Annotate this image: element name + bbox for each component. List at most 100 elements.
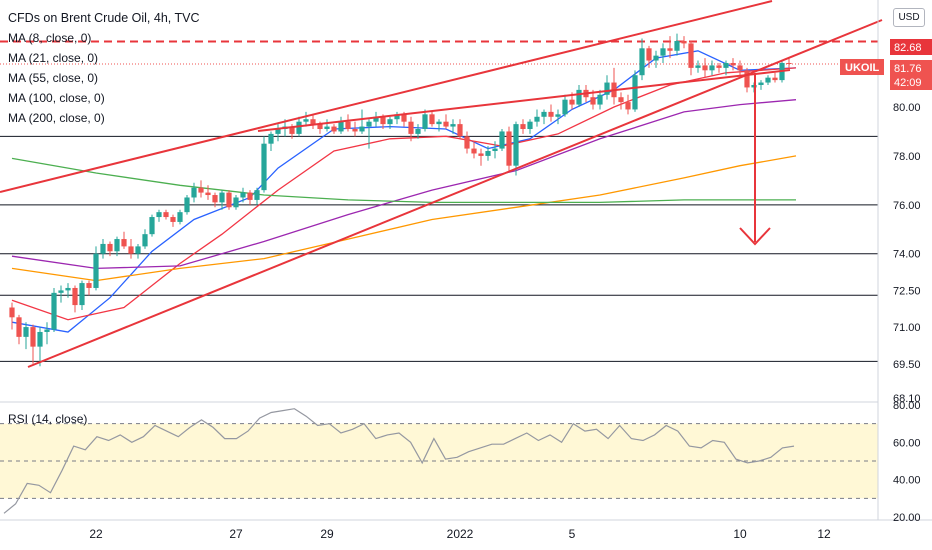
candle-body[interactable] <box>541 111 547 117</box>
candle-body[interactable] <box>772 77 778 81</box>
candle-body[interactable] <box>135 246 141 254</box>
candle-body[interactable] <box>534 116 540 122</box>
currency-button[interactable]: USD <box>893 8 925 27</box>
candle-body[interactable] <box>254 190 260 200</box>
candle-body[interactable] <box>674 40 680 51</box>
ma100-line[interactable] <box>11 155 797 282</box>
candle-body[interactable] <box>758 82 764 85</box>
candle-body[interactable] <box>723 62 729 68</box>
rsi-legend[interactable]: RSI (14, close) <box>8 412 88 426</box>
candle-body[interactable] <box>226 192 232 208</box>
candle-body[interactable] <box>457 124 463 137</box>
candle-body[interactable] <box>128 246 134 254</box>
candle-body[interactable] <box>590 97 596 105</box>
candle-body[interactable] <box>415 129 421 134</box>
candle-body[interactable] <box>331 126 337 132</box>
candle-body[interactable] <box>324 126 330 130</box>
candle-body[interactable] <box>464 136 470 149</box>
candle-body[interactable] <box>548 111 554 117</box>
ma8-legend[interactable]: MA (8, close, 0) <box>8 31 92 45</box>
candle-body[interactable] <box>296 121 302 134</box>
candle-body[interactable] <box>191 187 197 198</box>
candle-body[interactable] <box>310 119 316 125</box>
candle-body[interactable] <box>58 290 64 293</box>
candle-body[interactable] <box>667 48 673 51</box>
candle-body[interactable] <box>107 243 113 252</box>
candle-body[interactable] <box>716 65 722 68</box>
candle-body[interactable] <box>261 143 267 191</box>
candle-body[interactable] <box>289 126 295 134</box>
candle-body[interactable] <box>499 131 505 149</box>
channel-middle-line[interactable] <box>257 69 791 132</box>
candle-body[interactable] <box>163 212 169 218</box>
candle-body[interactable] <box>639 48 645 76</box>
candle-body[interactable] <box>730 62 736 66</box>
candle-body[interactable] <box>65 287 71 291</box>
candle-body[interactable] <box>569 99 575 105</box>
candle-body[interactable] <box>16 317 22 337</box>
candle-body[interactable] <box>219 192 225 203</box>
candle-body[interactable] <box>156 212 162 218</box>
candle-body[interactable] <box>401 114 407 122</box>
ma55-line[interactable] <box>11 99 797 270</box>
candle-body[interactable] <box>471 148 477 154</box>
ma21-line[interactable] <box>11 67 797 321</box>
candle-body[interactable] <box>485 151 491 156</box>
candle-body[interactable] <box>681 40 687 44</box>
candle-body[interactable] <box>72 287 78 306</box>
candle-body[interactable] <box>352 129 358 132</box>
candle-body[interactable] <box>597 94 603 105</box>
candle-body[interactable] <box>520 124 526 130</box>
candle-body[interactable] <box>765 77 771 83</box>
candle-body[interactable] <box>737 65 743 71</box>
candle-body[interactable] <box>233 197 239 208</box>
candle-body[interactable] <box>247 192 253 200</box>
candle-body[interactable] <box>93 253 99 288</box>
candle-body[interactable] <box>695 65 701 68</box>
candle-body[interactable] <box>653 55 659 61</box>
candle-body[interactable] <box>345 121 351 130</box>
ma21-legend[interactable]: MA (21, close, 0) <box>8 51 99 65</box>
candle-body[interactable] <box>380 116 386 125</box>
candle-body[interactable] <box>478 153 484 156</box>
candle-body[interactable] <box>506 131 512 166</box>
candle-body[interactable] <box>422 114 428 130</box>
candle-body[interactable] <box>618 97 624 103</box>
candle-body[interactable] <box>170 217 176 222</box>
candle-body[interactable] <box>240 192 246 198</box>
candle-body[interactable] <box>142 234 148 247</box>
candle-body[interactable] <box>576 89 582 105</box>
candle-body[interactable] <box>786 62 792 64</box>
candle-body[interactable] <box>562 99 568 115</box>
candle-body[interactable] <box>9 307 15 318</box>
candle-body[interactable] <box>198 187 204 193</box>
candle-body[interactable] <box>625 102 631 110</box>
candle-body[interactable] <box>632 75 638 110</box>
candle-body[interactable] <box>660 48 666 56</box>
candle-body[interactable] <box>338 121 344 132</box>
ma100-legend[interactable]: MA (100, close, 0) <box>8 91 105 105</box>
candle-body[interactable] <box>604 82 610 95</box>
candle-body[interactable] <box>23 327 29 337</box>
candle-body[interactable] <box>555 114 561 117</box>
candle-body[interactable] <box>317 124 323 130</box>
candle-body[interactable] <box>79 283 85 306</box>
candle-body[interactable] <box>121 239 127 247</box>
candle-body[interactable] <box>359 126 365 132</box>
candle-body[interactable] <box>366 121 372 127</box>
candle-body[interactable] <box>527 121 533 130</box>
candle-body[interactable] <box>177 212 183 222</box>
candle-body[interactable] <box>100 243 106 254</box>
candle-body[interactable] <box>44 329 50 332</box>
candle-body[interactable] <box>275 129 281 134</box>
candle-body[interactable] <box>149 217 155 235</box>
candle-body[interactable] <box>30 327 36 347</box>
candle-body[interactable] <box>513 124 519 166</box>
candle-body[interactable] <box>303 119 309 122</box>
candle-body[interactable] <box>268 133 274 144</box>
candle-body[interactable] <box>387 119 393 125</box>
candle-body[interactable] <box>492 148 498 152</box>
channel-lower-line[interactable] <box>27 19 883 368</box>
candle-body[interactable] <box>443 121 449 127</box>
